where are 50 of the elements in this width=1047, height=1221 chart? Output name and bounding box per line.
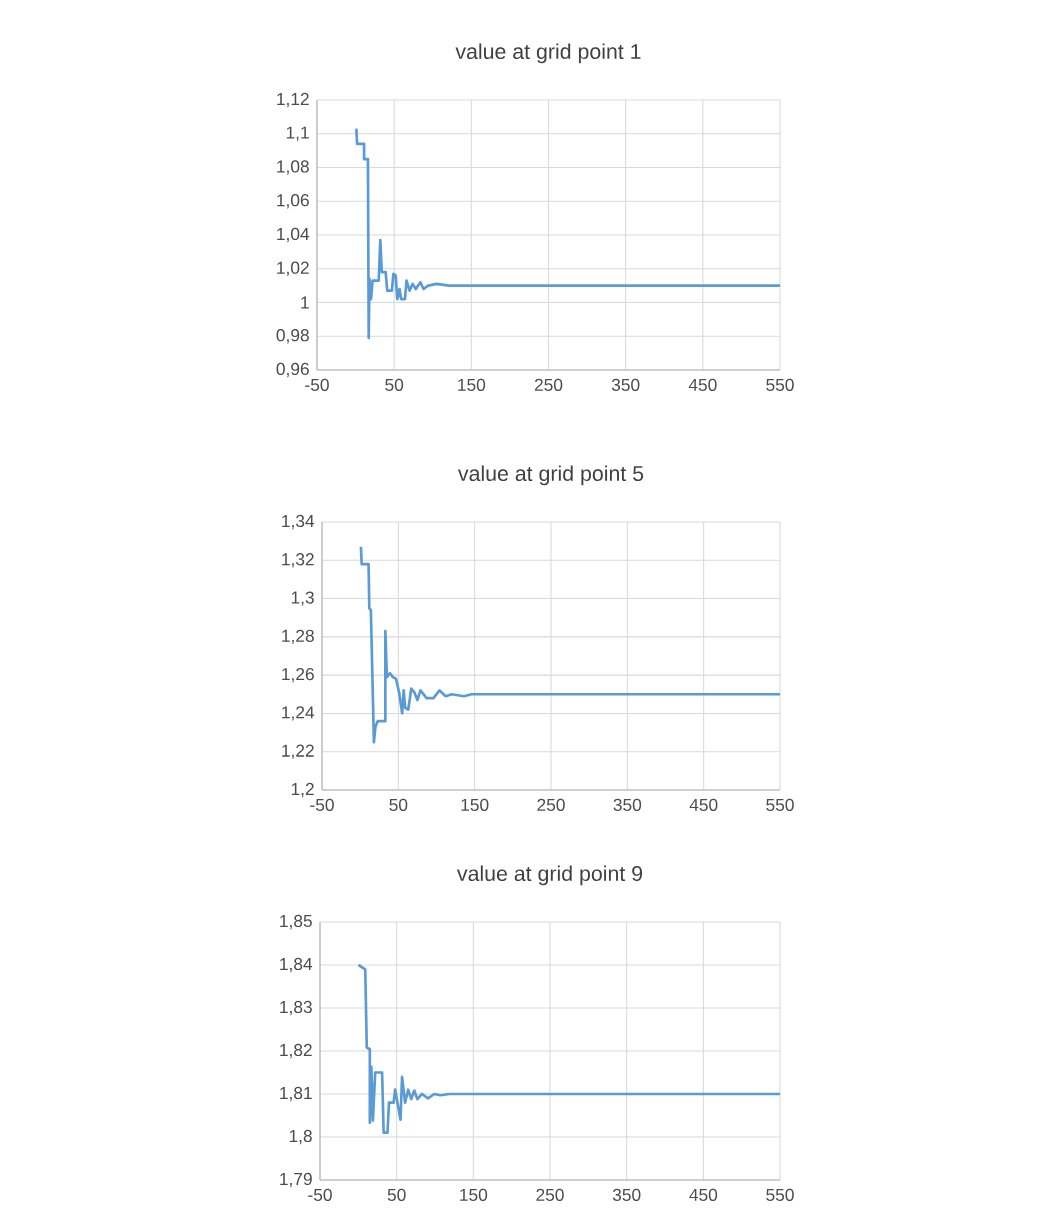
x-tick-label: 250 (534, 378, 563, 391)
y-tick-label: 1,8 (289, 1129, 312, 1145)
chart-title: value at grid point 9 (456, 865, 643, 886)
y-tick-label: 1,34 (282, 514, 315, 530)
x-tick-label: 350 (613, 798, 642, 811)
y-tick-label: 1,84 (280, 957, 313, 973)
y-tick-label: 1,1 (286, 126, 309, 141)
y-tick-label: 1,81 (280, 1086, 312, 1102)
y-tick-label: 1,26 (282, 667, 314, 683)
line-series (357, 963, 782, 1135)
y-tick-label: 1,32 (282, 553, 314, 568)
y-tick-label: 1,08 (277, 160, 309, 175)
y-tick-label: 1,83 (280, 1000, 312, 1016)
y-tick-label: 1,2 (291, 782, 314, 798)
y-tick-label: 1,02 (277, 261, 309, 276)
chart-title: value at grid point 1 (455, 43, 641, 64)
x-tick-label: 550 (766, 1188, 794, 1201)
x-tick-label: 450 (689, 1188, 718, 1201)
y-tick-label: 1,85 (280, 914, 312, 930)
y-tick-label: 1,82 (280, 1043, 312, 1059)
x-tick-label: 150 (461, 798, 489, 811)
x-tick-label: 50 (389, 798, 408, 811)
x-tick-label: 450 (689, 798, 718, 811)
x-tick-label: 150 (460, 1188, 488, 1201)
y-tick-label: 1,28 (282, 629, 314, 645)
x-tick-label: -50 (308, 1188, 332, 1201)
line-series (359, 545, 782, 744)
x-tick-label: -50 (310, 798, 334, 811)
x-tick-label: 250 (536, 1188, 564, 1201)
x-tick-label: 550 (766, 378, 794, 391)
y-tick-label: 1,24 (282, 706, 315, 721)
chart-title: value at grid point 5 (457, 465, 644, 486)
x-tick-label: 50 (385, 378, 404, 391)
x-tick-label: 550 (766, 798, 794, 811)
x-tick-label: -50 (305, 378, 329, 391)
y-tick-label: 1,22 (282, 744, 314, 759)
x-tick-label: 150 (458, 378, 486, 391)
y-tick-label: 1,06 (277, 194, 309, 209)
x-tick-label: 250 (537, 798, 565, 811)
x-tick-label: 50 (387, 1188, 406, 1201)
y-tick-label: 0,96 (276, 362, 309, 378)
y-tick-label: 1,12 (277, 92, 309, 108)
x-tick-label: 350 (611, 378, 640, 391)
y-tick-label: 1,3 (291, 591, 314, 606)
x-tick-label: 350 (612, 1188, 641, 1201)
y-tick-label: 0,98 (276, 329, 309, 344)
y-tick-label: 1,04 (277, 227, 310, 243)
x-tick-label: 450 (688, 378, 717, 391)
y-tick-label: 1 (301, 296, 309, 309)
y-tick-label: 1,79 (280, 1172, 312, 1188)
